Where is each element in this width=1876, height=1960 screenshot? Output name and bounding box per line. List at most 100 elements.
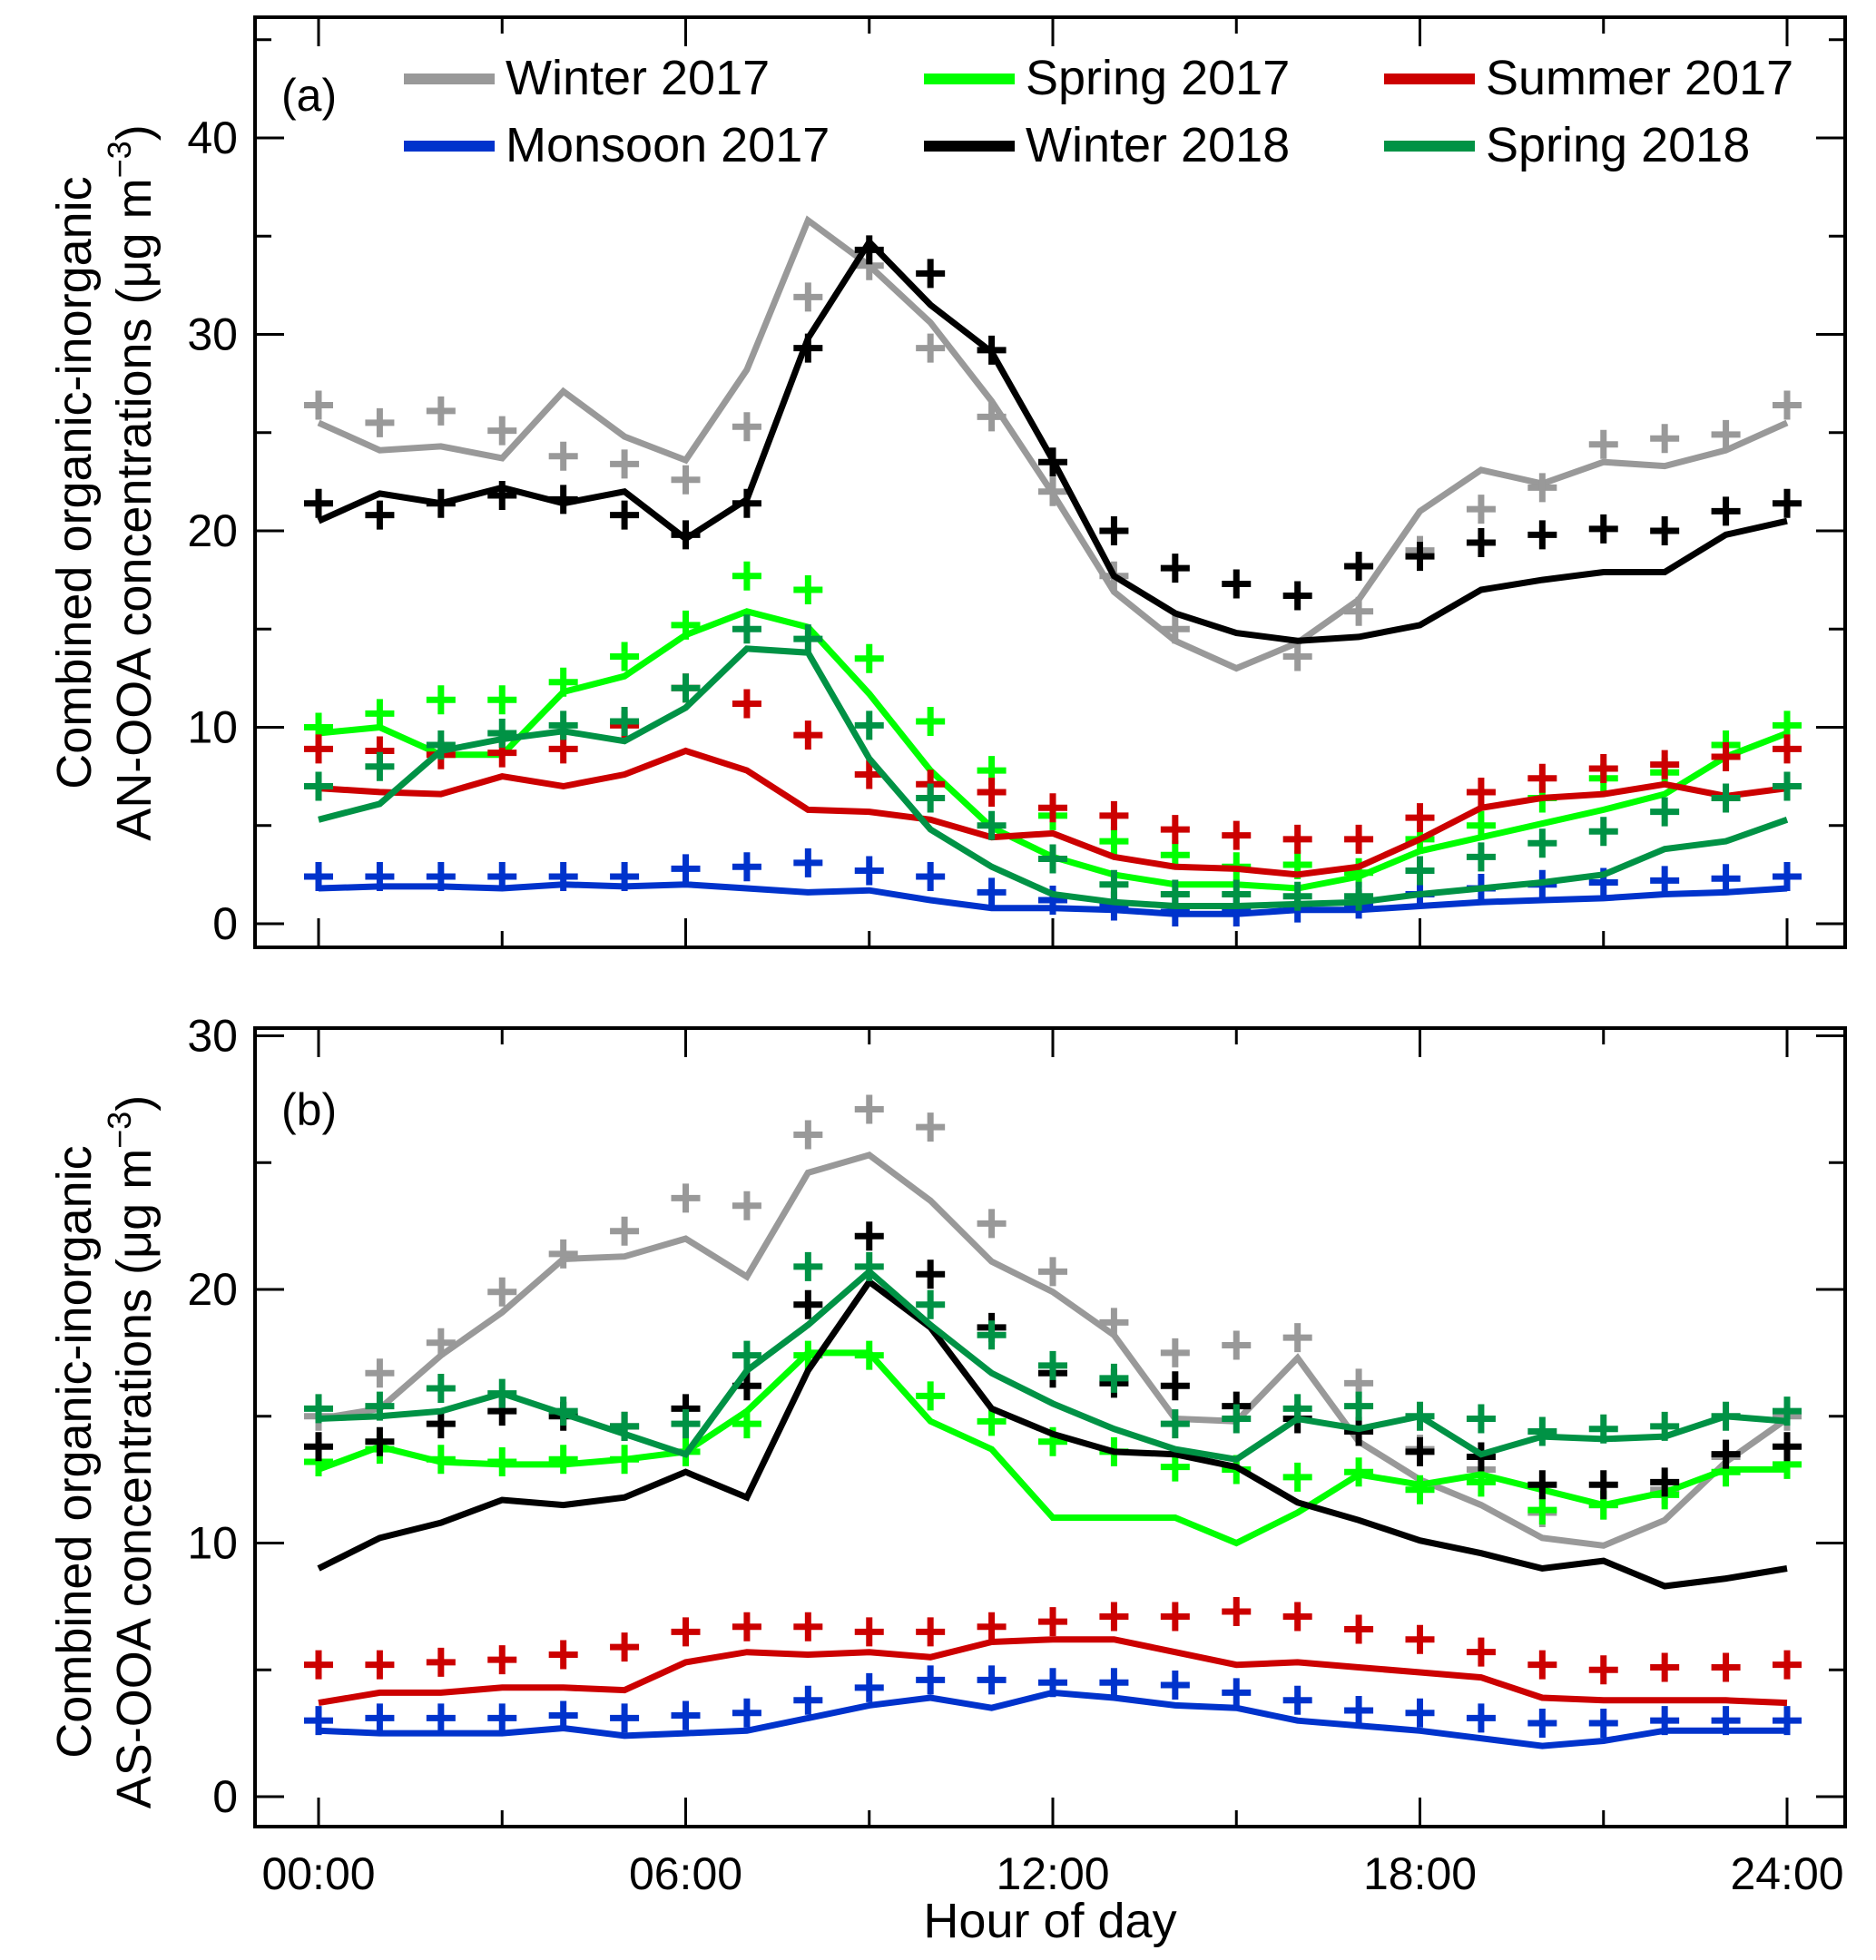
marker-monsoon-2017 (793, 1685, 823, 1715)
marker-spring-2018 (365, 751, 395, 781)
marker-winter-2018 (1466, 527, 1496, 557)
marker-spring-2017 (1527, 1495, 1557, 1525)
y-tick-label: 10 (187, 702, 238, 753)
legend-label: Winter 2018 (1026, 118, 1290, 172)
marker-summer-2017 (793, 720, 823, 750)
marker-summer-2017 (1466, 1637, 1496, 1667)
marker-spring-2018 (1527, 828, 1557, 858)
marker-winter-2017 (548, 441, 578, 471)
marker-monsoon-2017 (732, 852, 761, 882)
series-line-summer-2017 (318, 747, 1788, 878)
panel-a-label: (a) (281, 70, 337, 121)
marker-winter-2017 (977, 402, 1007, 432)
marker-spring-2018 (1588, 1414, 1618, 1444)
marker-summer-2017 (1344, 824, 1374, 854)
marker-monsoon-2017 (671, 854, 701, 884)
marker-spring-2018 (1527, 1416, 1557, 1446)
panel-a-y-tick-labels: 0 10 20 30 40 (187, 113, 238, 949)
y-tick-label: 20 (187, 505, 238, 556)
marker-monsoon-2017 (1160, 1671, 1190, 1700)
marker-spring-2017 (365, 699, 395, 729)
marker-summer-2017 (1527, 1650, 1557, 1680)
marker-spring-2017 (916, 1381, 946, 1411)
marker-winter-2017 (610, 1216, 640, 1246)
marker-spring-2018 (671, 1409, 701, 1439)
marker-summer-2017 (1344, 1614, 1374, 1644)
marker-winter-2018 (916, 1259, 946, 1289)
marker-spring-2018 (1588, 817, 1618, 847)
marker-spring-2018 (916, 1289, 946, 1319)
marker-monsoon-2017 (1773, 862, 1802, 892)
marker-summer-2017 (977, 1612, 1007, 1642)
marker-summer-2017 (1405, 1624, 1435, 1654)
panel-b-label: (b) (281, 1084, 337, 1135)
marker-winter-2017 (793, 1120, 823, 1150)
marker-spring-2018 (1773, 771, 1802, 801)
marker-winter-2017 (1650, 424, 1680, 454)
marker-spring-2017 (916, 707, 946, 737)
marker-spring-2017 (1282, 1462, 1312, 1492)
marker-spring-2018 (793, 1251, 823, 1281)
marker-spring-2017 (1405, 1475, 1435, 1504)
marker-monsoon-2017 (854, 1672, 884, 1702)
marker-monsoon-2017 (304, 862, 333, 892)
marker-winter-2017 (426, 396, 456, 426)
marker-spring-2017 (610, 1445, 640, 1475)
marker-winter-2018 (1282, 581, 1312, 611)
marker-winter-2018 (1160, 1371, 1190, 1401)
x-tick-label: 06:00 (629, 1848, 742, 1899)
marker-monsoon-2017 (977, 877, 1007, 907)
marker-winter-2017 (1038, 1257, 1067, 1287)
marker-spring-2018 (1160, 879, 1190, 909)
marker-monsoon-2017 (548, 1700, 578, 1730)
marker-monsoon-2017 (426, 862, 456, 892)
marker-monsoon-2017 (916, 1665, 946, 1695)
marker-winter-2018 (1650, 516, 1680, 545)
marker-winter-2017 (426, 1328, 456, 1357)
series-line-winter-2018 (317, 1277, 1788, 1590)
marker-winter-2017 (1099, 1308, 1129, 1338)
marker-spring-2018 (1650, 797, 1680, 827)
marker-winter-2018 (793, 333, 823, 363)
marker-winter-2017 (1773, 390, 1802, 420)
marker-winter-2018 (732, 488, 761, 518)
marker-winter-2017 (1160, 614, 1190, 644)
marker-winter-2018 (1099, 516, 1129, 545)
marker-spring-2017 (1344, 1457, 1374, 1487)
marker-winter-2018 (1222, 569, 1252, 599)
marker-spring-2018 (1405, 1401, 1435, 1431)
marker-winter-2017 (1160, 1338, 1190, 1367)
marker-summer-2017 (1222, 820, 1252, 850)
marker-monsoon-2017 (671, 1700, 701, 1730)
marker-winter-2018 (1650, 1467, 1680, 1497)
marker-winter-2017 (548, 1239, 578, 1269)
marker-summer-2017 (1711, 1652, 1741, 1682)
marker-monsoon-2017 (487, 862, 517, 892)
marker-summer-2017 (610, 1632, 640, 1662)
marker-winter-2017 (1466, 495, 1496, 524)
marker-spring-2018 (487, 1378, 517, 1408)
y-tick-label: 0 (212, 898, 238, 949)
marker-spring-2018 (1344, 881, 1374, 911)
panel-a-series (304, 215, 1802, 927)
marker-winter-2018 (487, 481, 517, 511)
marker-summer-2017 (487, 1645, 517, 1675)
marker-monsoon-2017 (1405, 1698, 1435, 1728)
panel-a-frame (253, 15, 1847, 949)
marker-monsoon-2017 (1344, 1695, 1374, 1725)
marker-spring-2018 (854, 710, 884, 740)
marker-winter-2018 (1588, 1470, 1618, 1500)
y-tick-label: 0 (212, 1771, 238, 1822)
marker-winter-2018 (1588, 514, 1618, 544)
marker-spring-2017 (610, 642, 640, 671)
marker-spring-2018 (977, 810, 1007, 840)
marker-spring-2017 (1099, 827, 1129, 857)
marker-spring-2018 (916, 783, 946, 813)
x-axis-title: Hour of day (923, 1894, 1176, 1948)
marker-winter-2017 (365, 407, 395, 437)
marker-summer-2017 (1588, 753, 1618, 783)
marker-summer-2017 (916, 1617, 946, 1647)
marker-spring-2018 (1344, 1391, 1374, 1421)
marker-summer-2017 (793, 1612, 823, 1642)
marker-winter-2017 (1038, 476, 1067, 506)
